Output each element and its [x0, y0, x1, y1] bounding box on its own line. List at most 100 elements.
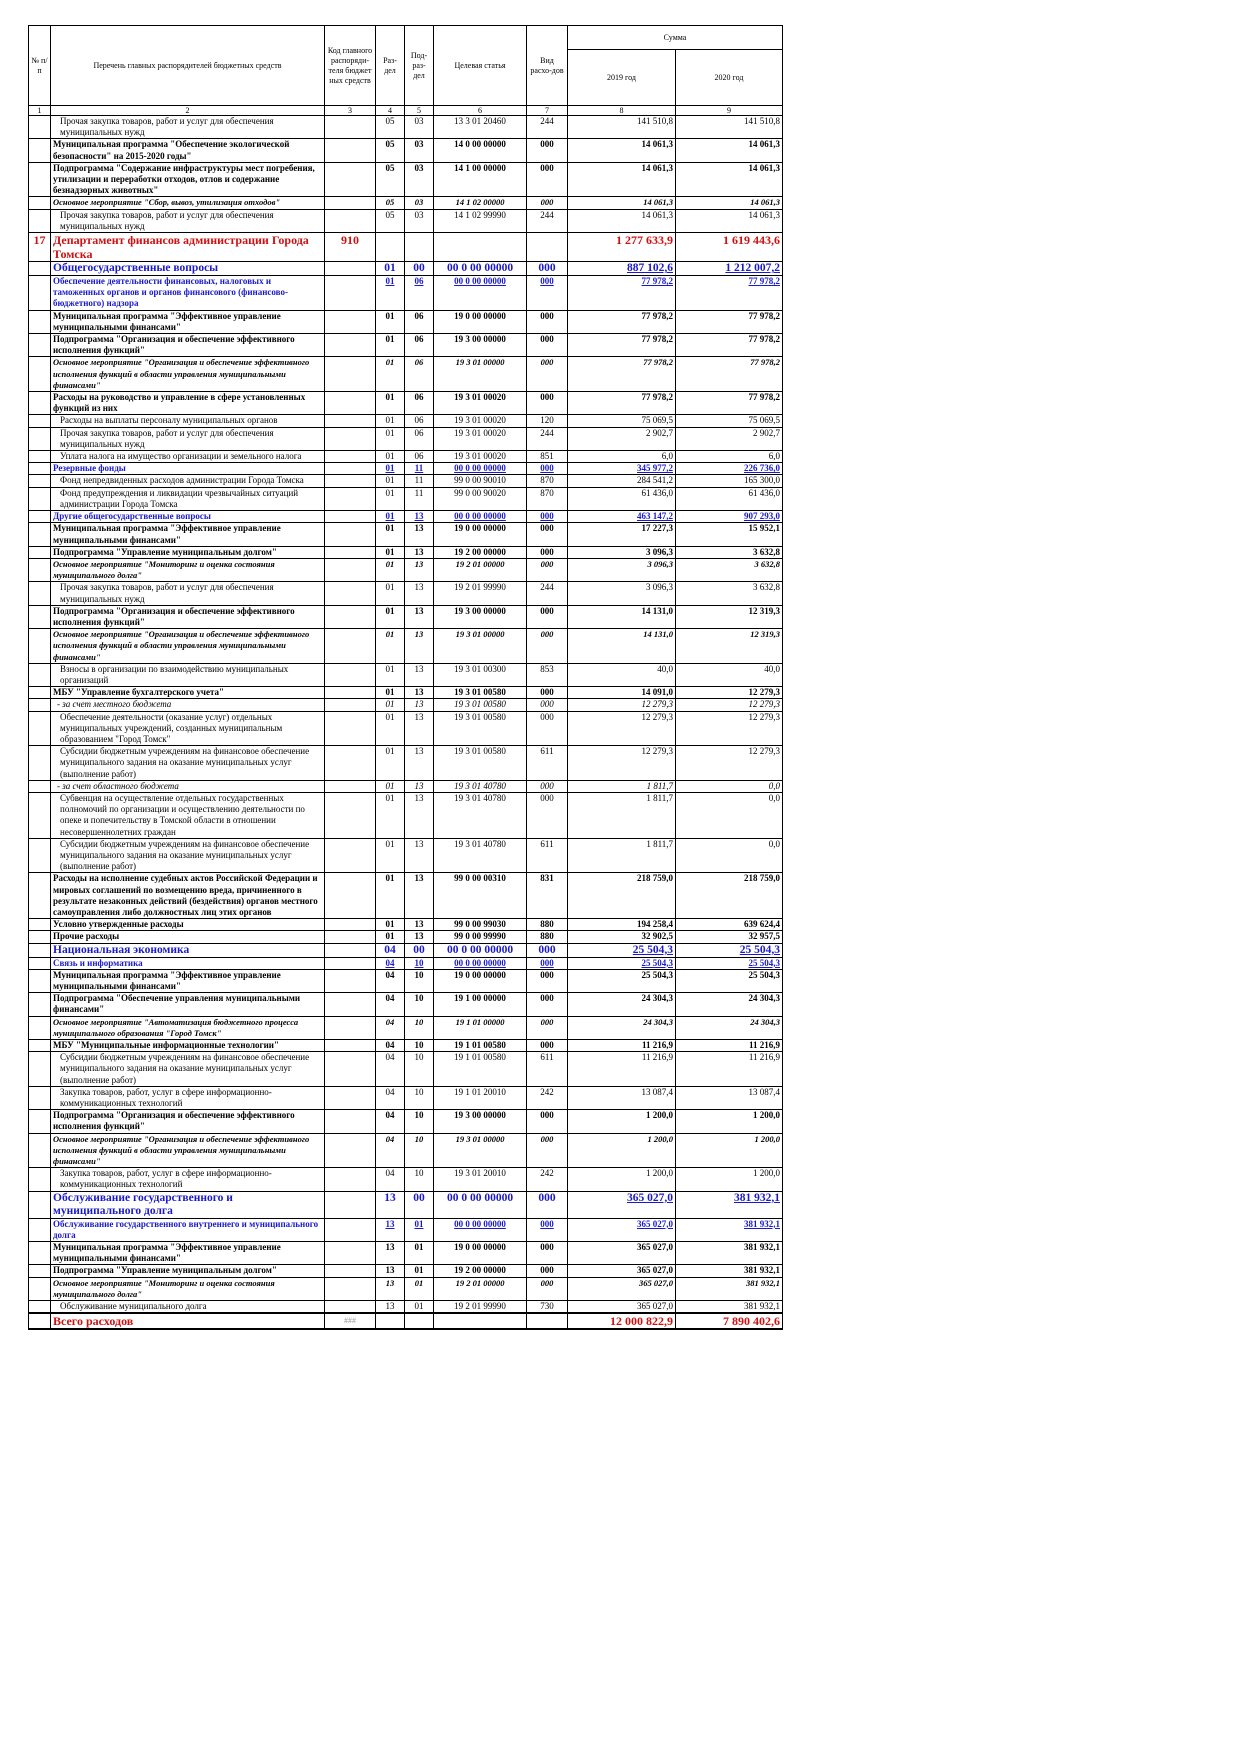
subsection: 10 — [404, 1039, 434, 1053]
row-num — [28, 1015, 51, 1041]
subsection: 13 — [404, 837, 434, 874]
section: 13 — [375, 1190, 405, 1219]
expense-type: 244 — [526, 208, 568, 234]
sum-2020: 25 504,3 — [675, 968, 783, 994]
row-num — [28, 581, 51, 606]
expense-type: 244 — [526, 581, 568, 606]
subsection: 13 — [404, 628, 434, 664]
expense-type: 000 — [526, 956, 568, 970]
table-row: Всего расходов ### 12 000 822,9 7 890 402,6 — [28, 1312, 783, 1331]
admin-code — [324, 956, 376, 970]
sum-2020: 381 932,1 — [675, 1217, 783, 1243]
expense-type: 000 — [526, 557, 568, 583]
section: 01 — [375, 522, 405, 547]
column-number: 2 — [50, 105, 325, 116]
row-num — [28, 1109, 51, 1134]
sum-2020: 1 200,0 — [675, 1167, 783, 1192]
target-article: 19 2 01 99990 — [433, 1300, 527, 1314]
expense-type: 000 — [526, 333, 568, 358]
sum-2020: 165 300,0 — [675, 474, 783, 488]
sum-2020: 14 061,3 — [675, 161, 783, 198]
sum-2019: 24 304,3 — [567, 1015, 676, 1041]
sum-2019: 365 027,0 — [567, 1241, 676, 1266]
sum-2019: 1 811,7 — [567, 779, 676, 793]
row-num — [28, 930, 51, 944]
subsection: 00 — [404, 942, 434, 958]
row-num — [28, 391, 51, 416]
admin-code — [324, 1217, 376, 1243]
sum-2019: 40,0 — [567, 662, 676, 688]
subsection: 13 — [404, 662, 434, 688]
item-name: Прочая закупка товаров, работ и услуг дл… — [50, 208, 325, 234]
section: 05 — [375, 138, 405, 163]
subsection: 06 — [404, 333, 434, 358]
expense-type: 000 — [526, 942, 568, 958]
admin-code — [324, 557, 376, 583]
table-row: Субсидии бюджетным учреждениям на финанс… — [28, 745, 783, 781]
sum-2019: 2 902,7 — [567, 426, 676, 452]
sum-2020: 24 304,3 — [675, 1015, 783, 1041]
subsection: 01 — [404, 1241, 434, 1266]
admin-code — [324, 791, 376, 839]
row-num — [28, 918, 51, 932]
target-article: 19 3 01 00000 — [433, 356, 527, 393]
column-number: 8 — [567, 105, 676, 116]
subsection: 13 — [404, 557, 434, 583]
sum-2020: 61 436,0 — [675, 486, 783, 512]
section: 01 — [375, 333, 405, 358]
expense-type: 000 — [526, 1264, 568, 1278]
section: 01 — [375, 686, 405, 700]
expense-type: 000 — [526, 261, 568, 277]
table-row: Прочая закупка товаров, работ и услуг дл… — [28, 208, 783, 234]
sum-2019: 32 902,5 — [567, 930, 676, 944]
row-num — [28, 698, 51, 712]
sum-2019: 14 061,3 — [567, 208, 676, 234]
table-row: Закупка товаров, работ, услуг в сфере ин… — [28, 1167, 783, 1192]
row-num — [28, 208, 51, 234]
row-num — [28, 333, 51, 358]
admin-code — [324, 1109, 376, 1134]
admin-code — [324, 309, 376, 335]
header-num: № п/п — [28, 25, 51, 106]
section: 04 — [375, 992, 405, 1017]
table-row: Обслуживание государственного и муниципа… — [28, 1190, 783, 1219]
sum-2019: 25 504,3 — [567, 956, 676, 970]
admin-code: 910 — [324, 232, 376, 263]
row-num — [28, 628, 51, 664]
table-row: Расходы на исполнение судебных актов Рос… — [28, 872, 783, 920]
target-article: 14 1 02 00000 — [433, 196, 527, 210]
table-row: Подпрограмма "Содержание инфраструктуры … — [28, 161, 783, 198]
sum-2019: 1 200,0 — [567, 1167, 676, 1192]
sum-2019: 77 978,2 — [567, 333, 676, 358]
item-name: Муниципальная программа "Обеспечение эко… — [50, 138, 325, 163]
item-name: Субсидии бюджетным учреждениям на финанс… — [50, 745, 325, 781]
sum-2020: 7 890 402,6 — [675, 1312, 783, 1331]
row-num — [28, 791, 51, 839]
row-num — [28, 1241, 51, 1266]
sum-2020: 12 279,3 — [675, 710, 783, 747]
target-article: 00 0 00 00000 — [433, 510, 527, 524]
sum-2019: 365 027,0 — [567, 1300, 676, 1314]
section: 01 — [375, 261, 405, 277]
expense-type: 000 — [526, 196, 568, 210]
column-number: 7 — [526, 105, 568, 116]
subsection: 10 — [404, 1132, 434, 1169]
section: 04 — [375, 956, 405, 970]
admin-code — [324, 486, 376, 512]
expense-type: 000 — [526, 1039, 568, 1053]
admin-code — [324, 1132, 376, 1169]
header-sum: Сумма — [567, 25, 783, 50]
sum-2020: 77 978,2 — [675, 391, 783, 416]
subsection: 13 — [404, 698, 434, 712]
expense-type: 000 — [526, 510, 568, 524]
subsection: 11 — [404, 474, 434, 488]
target-article: 14 1 00 00000 — [433, 161, 527, 198]
admin-code — [324, 1039, 376, 1053]
row-num — [28, 426, 51, 452]
subsection: 13 — [404, 604, 434, 630]
section — [375, 1312, 405, 1331]
target-article: 00 0 00 00000 — [433, 462, 527, 476]
admin-code — [324, 1300, 376, 1314]
row-num — [28, 1217, 51, 1243]
table-row: Основное мероприятие "Организация и обес… — [28, 356, 783, 393]
